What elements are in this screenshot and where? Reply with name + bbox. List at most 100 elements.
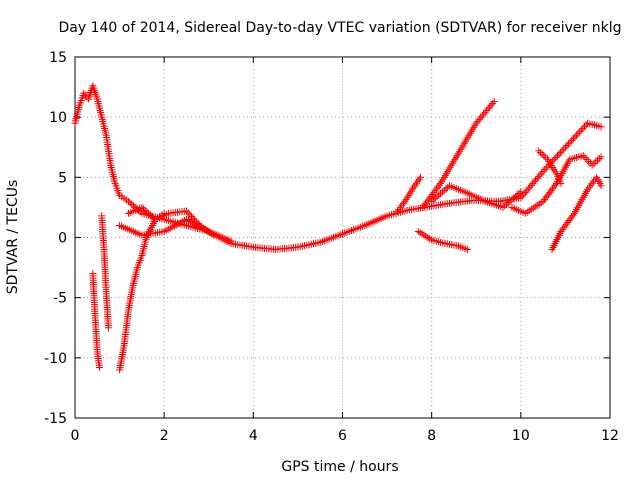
series-spike-7.7 xyxy=(392,173,425,217)
data-point xyxy=(594,156,602,164)
data-point xyxy=(475,116,483,124)
data-point xyxy=(192,218,200,226)
series-mid-hump xyxy=(428,182,525,211)
data-point xyxy=(186,211,194,219)
series-low-tail xyxy=(414,227,471,254)
data-point xyxy=(569,135,577,143)
y-tick-label: -15 xyxy=(44,411,67,427)
data-point xyxy=(597,182,605,190)
data-point xyxy=(558,147,566,155)
data-point xyxy=(523,187,531,195)
data-point xyxy=(543,192,551,200)
series-wave-right xyxy=(508,152,605,217)
data-point xyxy=(146,211,154,219)
data-point xyxy=(130,202,138,210)
data-point xyxy=(581,154,589,162)
data-point xyxy=(546,188,554,196)
data-point xyxy=(555,150,563,158)
data-point xyxy=(501,202,509,210)
data-point xyxy=(533,174,541,182)
data-point xyxy=(551,181,559,189)
data-point xyxy=(515,189,523,197)
x-tick-label: 12 xyxy=(601,428,619,444)
data-point xyxy=(529,180,537,188)
data-point xyxy=(417,173,425,181)
data-point xyxy=(539,167,547,175)
data-point xyxy=(561,222,569,230)
data-point xyxy=(472,119,480,127)
x-tick-label: 2 xyxy=(160,428,169,444)
data-point xyxy=(538,169,546,177)
data-point xyxy=(565,140,573,148)
data-point xyxy=(538,150,546,158)
data-point xyxy=(487,101,495,109)
data-point xyxy=(581,123,589,131)
data-point xyxy=(548,185,556,193)
data-point xyxy=(566,138,574,146)
series-rise-to-11 xyxy=(419,98,498,211)
data-point xyxy=(561,143,569,151)
data-point xyxy=(540,196,548,204)
data-point xyxy=(536,171,544,179)
y-tick-label: 5 xyxy=(58,170,67,186)
data-point xyxy=(474,117,482,125)
data-point xyxy=(96,363,104,371)
data-point xyxy=(540,152,548,160)
data-point xyxy=(508,196,516,204)
data-point xyxy=(143,208,151,216)
data-point xyxy=(428,197,436,205)
data-point xyxy=(527,181,535,189)
series-late-climb xyxy=(548,173,605,254)
data-point xyxy=(481,108,489,116)
x-tick-label: 4 xyxy=(249,428,258,444)
data-point xyxy=(532,176,540,184)
data-point xyxy=(583,156,591,164)
data-point xyxy=(194,220,202,228)
data-point xyxy=(435,191,443,199)
data-point xyxy=(189,214,197,222)
x-tick-label: 8 xyxy=(427,428,436,444)
data-point xyxy=(535,147,543,155)
y-tick-label: 15 xyxy=(49,50,67,66)
data-point xyxy=(125,197,132,205)
data-point xyxy=(483,107,491,115)
data-point xyxy=(513,191,521,199)
data-point xyxy=(565,217,573,225)
data-point xyxy=(504,199,512,207)
data-point xyxy=(484,105,492,113)
data-point xyxy=(577,126,585,134)
data-point xyxy=(595,155,603,163)
data-point xyxy=(582,121,590,129)
data-point xyxy=(209,231,217,239)
y-axis-label: SDTVAR / TECUs xyxy=(5,180,21,295)
data-point xyxy=(541,166,549,174)
data-point xyxy=(545,160,553,168)
data-point xyxy=(530,178,538,186)
x-tick-label: 0 xyxy=(71,428,80,444)
data-point xyxy=(573,131,581,139)
data-point xyxy=(569,211,577,219)
data-point xyxy=(431,194,439,202)
data-point xyxy=(438,188,446,196)
data-point xyxy=(563,142,571,150)
data-point xyxy=(535,173,543,181)
data-point xyxy=(521,188,529,196)
data-point xyxy=(128,200,136,208)
data-point xyxy=(126,199,134,207)
data-point xyxy=(160,209,168,217)
data-point xyxy=(550,183,558,191)
series-drop-left xyxy=(89,270,104,371)
series-dip-right xyxy=(116,209,168,374)
data-point xyxy=(542,154,550,162)
x-axis-label: GPS time / hours xyxy=(281,459,398,475)
data-point xyxy=(478,112,486,120)
data-point xyxy=(489,99,497,107)
data-point xyxy=(547,187,555,195)
data-point xyxy=(511,192,519,200)
data-point xyxy=(517,188,525,196)
data-point xyxy=(490,98,498,106)
data-point xyxy=(429,196,437,204)
data-point xyxy=(227,237,235,245)
data-point xyxy=(576,128,584,136)
data-point xyxy=(499,203,507,211)
